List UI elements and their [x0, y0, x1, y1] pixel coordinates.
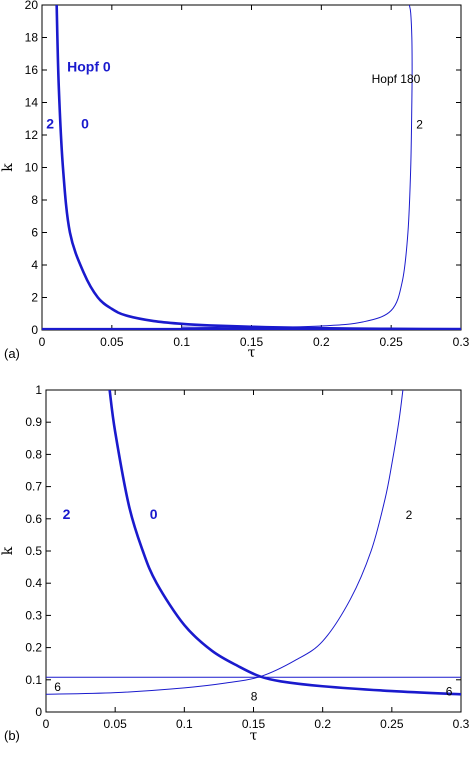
x-tick-label: 0: [43, 717, 50, 731]
y-tick-label: 0.5: [25, 544, 42, 558]
y-tick-label: 0: [35, 705, 42, 719]
y-tick-label: 6: [31, 226, 38, 240]
y-tick-label: 0.3: [25, 608, 42, 622]
x-tick-label: 0.3: [453, 717, 470, 731]
plot-frame: [41, 4, 462, 331]
annotation-label: 2: [63, 506, 71, 522]
annotation-label: 6: [54, 680, 61, 694]
y-tick-label: 20: [25, 0, 39, 12]
annotation-label: 2: [416, 118, 423, 132]
y-tick-label: 18: [25, 31, 39, 45]
x-tick-label: 0.15: [240, 335, 264, 349]
x-tick-label: 0.25: [379, 335, 403, 349]
y-tick-label: 10: [25, 161, 39, 175]
y-tick-label: 14: [25, 96, 39, 110]
y-tick-label: 12: [25, 128, 39, 142]
y-tick-label: 0.7: [25, 480, 42, 494]
panel-label: (a): [4, 346, 20, 361]
y-tick-label: 2: [31, 291, 38, 305]
annotation-label: 8: [251, 690, 258, 704]
panel-a: 0 0.05 0.1 0.15 0.2 0.25 0.302468101214161820τ…: [0, 0, 470, 361]
x-tick-label: 0: [39, 335, 46, 349]
annotation-label: 0: [150, 506, 158, 522]
y-tick-label: 0.4: [25, 576, 42, 590]
y-tick-label: 0.6: [25, 512, 42, 526]
annotation-label: Hopf 180: [372, 72, 421, 86]
series-line-0: [108, 390, 461, 696]
x-tick-label: 0.05: [100, 335, 124, 349]
y-tick-label: 0: [31, 323, 38, 337]
y-tick-label: 0.1: [25, 673, 42, 687]
x-tick-label: 0.2: [314, 717, 331, 731]
x-axis-label: τ: [248, 345, 256, 361]
y-tick-label: 1: [35, 383, 42, 397]
series-line-1: [181, 5, 413, 329]
x-tick-label: 0.1: [176, 717, 193, 731]
series-line-1: [46, 390, 404, 695]
series-group: [46, 390, 461, 696]
y-tick-label: 0.8: [25, 447, 42, 461]
x-tick-label: 0.05: [103, 717, 127, 731]
annotation-label: Hopf 0: [67, 59, 111, 75]
x-tick-label: 0.1: [173, 335, 190, 349]
y-tick-label: 0.2: [25, 641, 42, 655]
x-tick-label: 0.15: [242, 717, 266, 731]
y-tick-label: 0.9: [25, 415, 42, 429]
x-tick-label: 0.2: [313, 335, 330, 349]
series-line-0: [55, 5, 461, 330]
y-tick-label: 4: [31, 258, 38, 272]
annotation-label: 6: [446, 684, 453, 698]
y-tick-label: 8: [31, 193, 38, 207]
panel-b: 0 0.05 0.1 0.15 0.2 0.25 0.3 0 0.1 0.2 0.3 0.4 0.5 0.…: [0, 383, 470, 744]
x-tick-label: 0.25: [380, 717, 404, 731]
y-tick-label: 16: [25, 63, 39, 77]
y-axis-label: k: [0, 546, 16, 555]
plot-frame: [45, 389, 462, 713]
annotation-label: 2: [46, 116, 54, 132]
panel-label: (b): [4, 728, 20, 743]
annotation-label: 0: [81, 116, 89, 132]
annotation-label: 2: [406, 508, 413, 522]
x-axis-label: τ: [250, 728, 258, 744]
x-tick-label: 0.3: [453, 335, 470, 349]
series-group: [42, 5, 461, 330]
y-axis-label: k: [0, 163, 16, 172]
